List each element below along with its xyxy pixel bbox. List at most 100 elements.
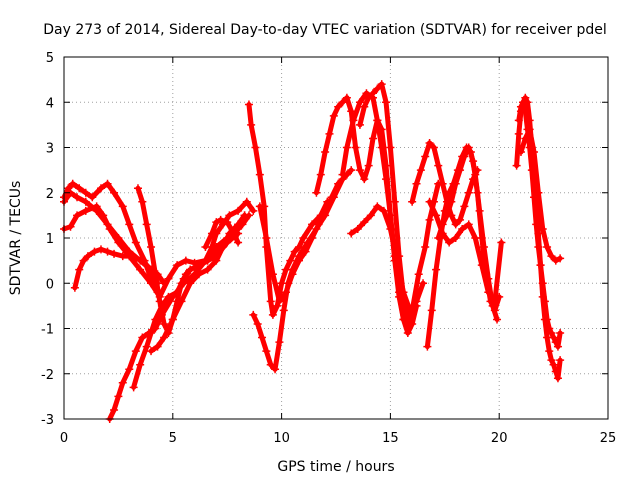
data-point bbox=[258, 333, 267, 342]
series-trace bbox=[474, 190, 485, 241]
y-tick-label: 1 bbox=[46, 232, 54, 247]
series-trace bbox=[316, 208, 328, 227]
series-trace bbox=[152, 271, 163, 304]
data-point bbox=[201, 243, 210, 252]
x-axis-label: GPS time / hours bbox=[277, 459, 394, 475]
data-point bbox=[490, 306, 499, 315]
series-trace bbox=[283, 271, 295, 295]
data-point bbox=[255, 170, 264, 179]
data-point bbox=[377, 80, 386, 89]
data-point bbox=[81, 197, 90, 206]
series-trace bbox=[531, 194, 539, 227]
series-trace bbox=[213, 244, 226, 264]
series-trace bbox=[137, 267, 154, 286]
y-axis-label: SDTVAR / TECUs bbox=[8, 181, 24, 296]
data-point bbox=[373, 84, 382, 93]
series-trace bbox=[111, 190, 126, 209]
series-trace bbox=[202, 230, 215, 250]
data-point bbox=[493, 315, 502, 324]
series-trace bbox=[165, 262, 180, 282]
data-point bbox=[460, 202, 469, 211]
data-point bbox=[373, 202, 382, 211]
series-trace bbox=[126, 348, 139, 372]
data-point bbox=[125, 365, 134, 374]
data-point bbox=[164, 292, 173, 301]
series-trace bbox=[303, 235, 315, 255]
data-point bbox=[521, 93, 530, 102]
data-point bbox=[355, 166, 364, 175]
data-point bbox=[83, 252, 92, 261]
data-point bbox=[68, 179, 77, 188]
series-trace bbox=[170, 298, 185, 322]
data-point bbox=[456, 215, 465, 224]
x-tick-label: 0 bbox=[60, 431, 68, 446]
series-trace bbox=[433, 235, 443, 273]
y-tick-label: 0 bbox=[46, 277, 54, 292]
y-tick-label: 4 bbox=[46, 96, 54, 111]
series-trace bbox=[479, 235, 489, 277]
data-point bbox=[419, 279, 428, 288]
data-point bbox=[73, 193, 82, 202]
data-point bbox=[547, 252, 556, 261]
series-trace bbox=[414, 280, 426, 304]
series-trace bbox=[276, 307, 287, 345]
data-point bbox=[429, 143, 438, 152]
data-point bbox=[540, 297, 549, 306]
data-point bbox=[125, 220, 134, 229]
data-point bbox=[194, 261, 203, 270]
data-point bbox=[262, 347, 271, 356]
data-point bbox=[240, 211, 249, 220]
data-point bbox=[521, 134, 530, 143]
data-point bbox=[242, 197, 251, 206]
data-point bbox=[138, 333, 147, 342]
series-trace bbox=[239, 212, 252, 227]
data-point bbox=[81, 206, 90, 215]
data-point bbox=[403, 329, 412, 338]
data-point bbox=[103, 220, 112, 229]
data-point bbox=[456, 166, 465, 175]
data-point bbox=[442, 211, 451, 220]
data-point bbox=[312, 188, 321, 197]
data-point bbox=[386, 224, 395, 233]
data-point bbox=[412, 297, 421, 306]
data-point bbox=[212, 218, 221, 227]
data-point bbox=[160, 333, 169, 342]
data-point bbox=[484, 288, 493, 297]
data-point bbox=[432, 265, 441, 274]
y-tick-label: 5 bbox=[46, 51, 54, 66]
data-point bbox=[392, 256, 401, 265]
data-point bbox=[538, 279, 547, 288]
data-points bbox=[60, 80, 565, 423]
data-point bbox=[234, 238, 243, 247]
series-trace bbox=[433, 212, 446, 236]
data-point bbox=[414, 270, 423, 279]
series-track-12 bbox=[255, 170, 351, 306]
data-point bbox=[545, 324, 554, 333]
data-point bbox=[75, 184, 84, 193]
series-trace bbox=[105, 221, 121, 241]
data-point bbox=[477, 261, 486, 270]
data-point bbox=[131, 238, 140, 247]
data-point bbox=[547, 329, 556, 338]
series-trace bbox=[514, 131, 522, 169]
data-point bbox=[181, 256, 190, 265]
series-trace bbox=[472, 235, 485, 268]
data-point bbox=[549, 360, 558, 369]
data-point bbox=[279, 306, 288, 315]
data-point bbox=[342, 143, 351, 152]
data-point bbox=[173, 261, 182, 270]
data-point bbox=[516, 148, 525, 157]
data-point bbox=[447, 197, 456, 206]
data-point bbox=[286, 256, 295, 265]
data-point bbox=[266, 297, 275, 306]
data-point bbox=[160, 279, 169, 288]
data-point bbox=[338, 98, 347, 107]
series-trace bbox=[257, 172, 267, 209]
x-tick-label: 5 bbox=[169, 431, 177, 446]
y-tick-label: 2 bbox=[46, 187, 54, 202]
data-point bbox=[368, 89, 377, 98]
data-point bbox=[131, 347, 140, 356]
series-trace bbox=[300, 221, 315, 241]
data-point bbox=[131, 254, 140, 263]
series-trace bbox=[322, 194, 335, 214]
